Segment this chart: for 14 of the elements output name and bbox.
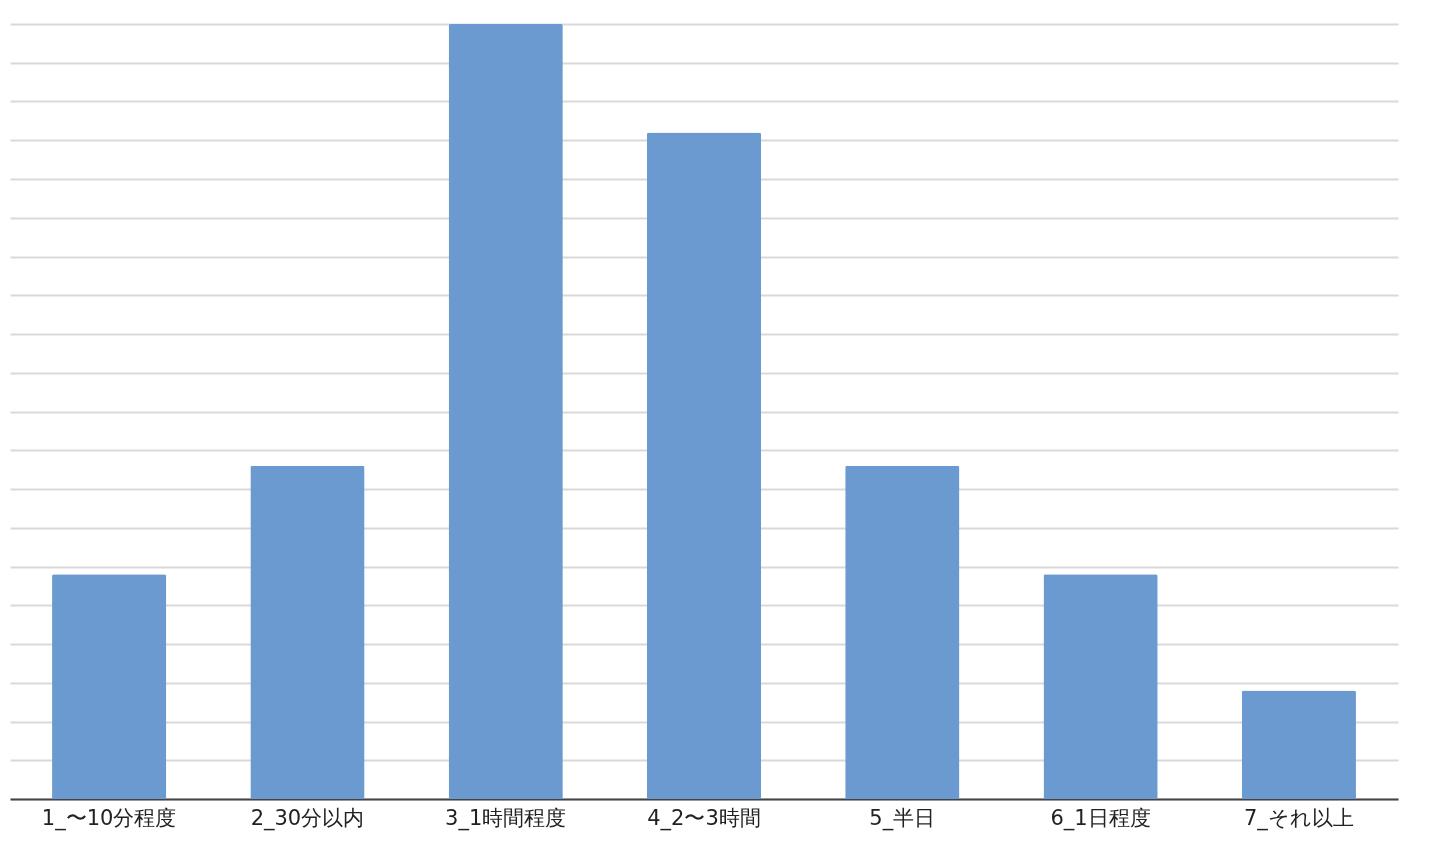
x-tick-label: 3_1時間程度 bbox=[445, 805, 567, 831]
bar bbox=[1241, 690, 1356, 799]
bar bbox=[845, 465, 960, 799]
x-tick-label: 5_半日 bbox=[869, 805, 936, 831]
bar bbox=[448, 24, 563, 799]
x-tick-label: 4_2〜3時間 bbox=[647, 805, 761, 831]
bar bbox=[646, 132, 762, 799]
bar bbox=[250, 465, 365, 799]
x-tick-label: 7_それ以上 bbox=[1243, 805, 1354, 831]
x-tick-label: 2_30分以内 bbox=[250, 805, 365, 831]
x-tick-label: 6_1日程度 bbox=[1050, 805, 1151, 831]
bar bbox=[1043, 574, 1158, 799]
x-tick-label: 1_〜10分程度 bbox=[41, 805, 177, 831]
bar bbox=[52, 574, 167, 799]
